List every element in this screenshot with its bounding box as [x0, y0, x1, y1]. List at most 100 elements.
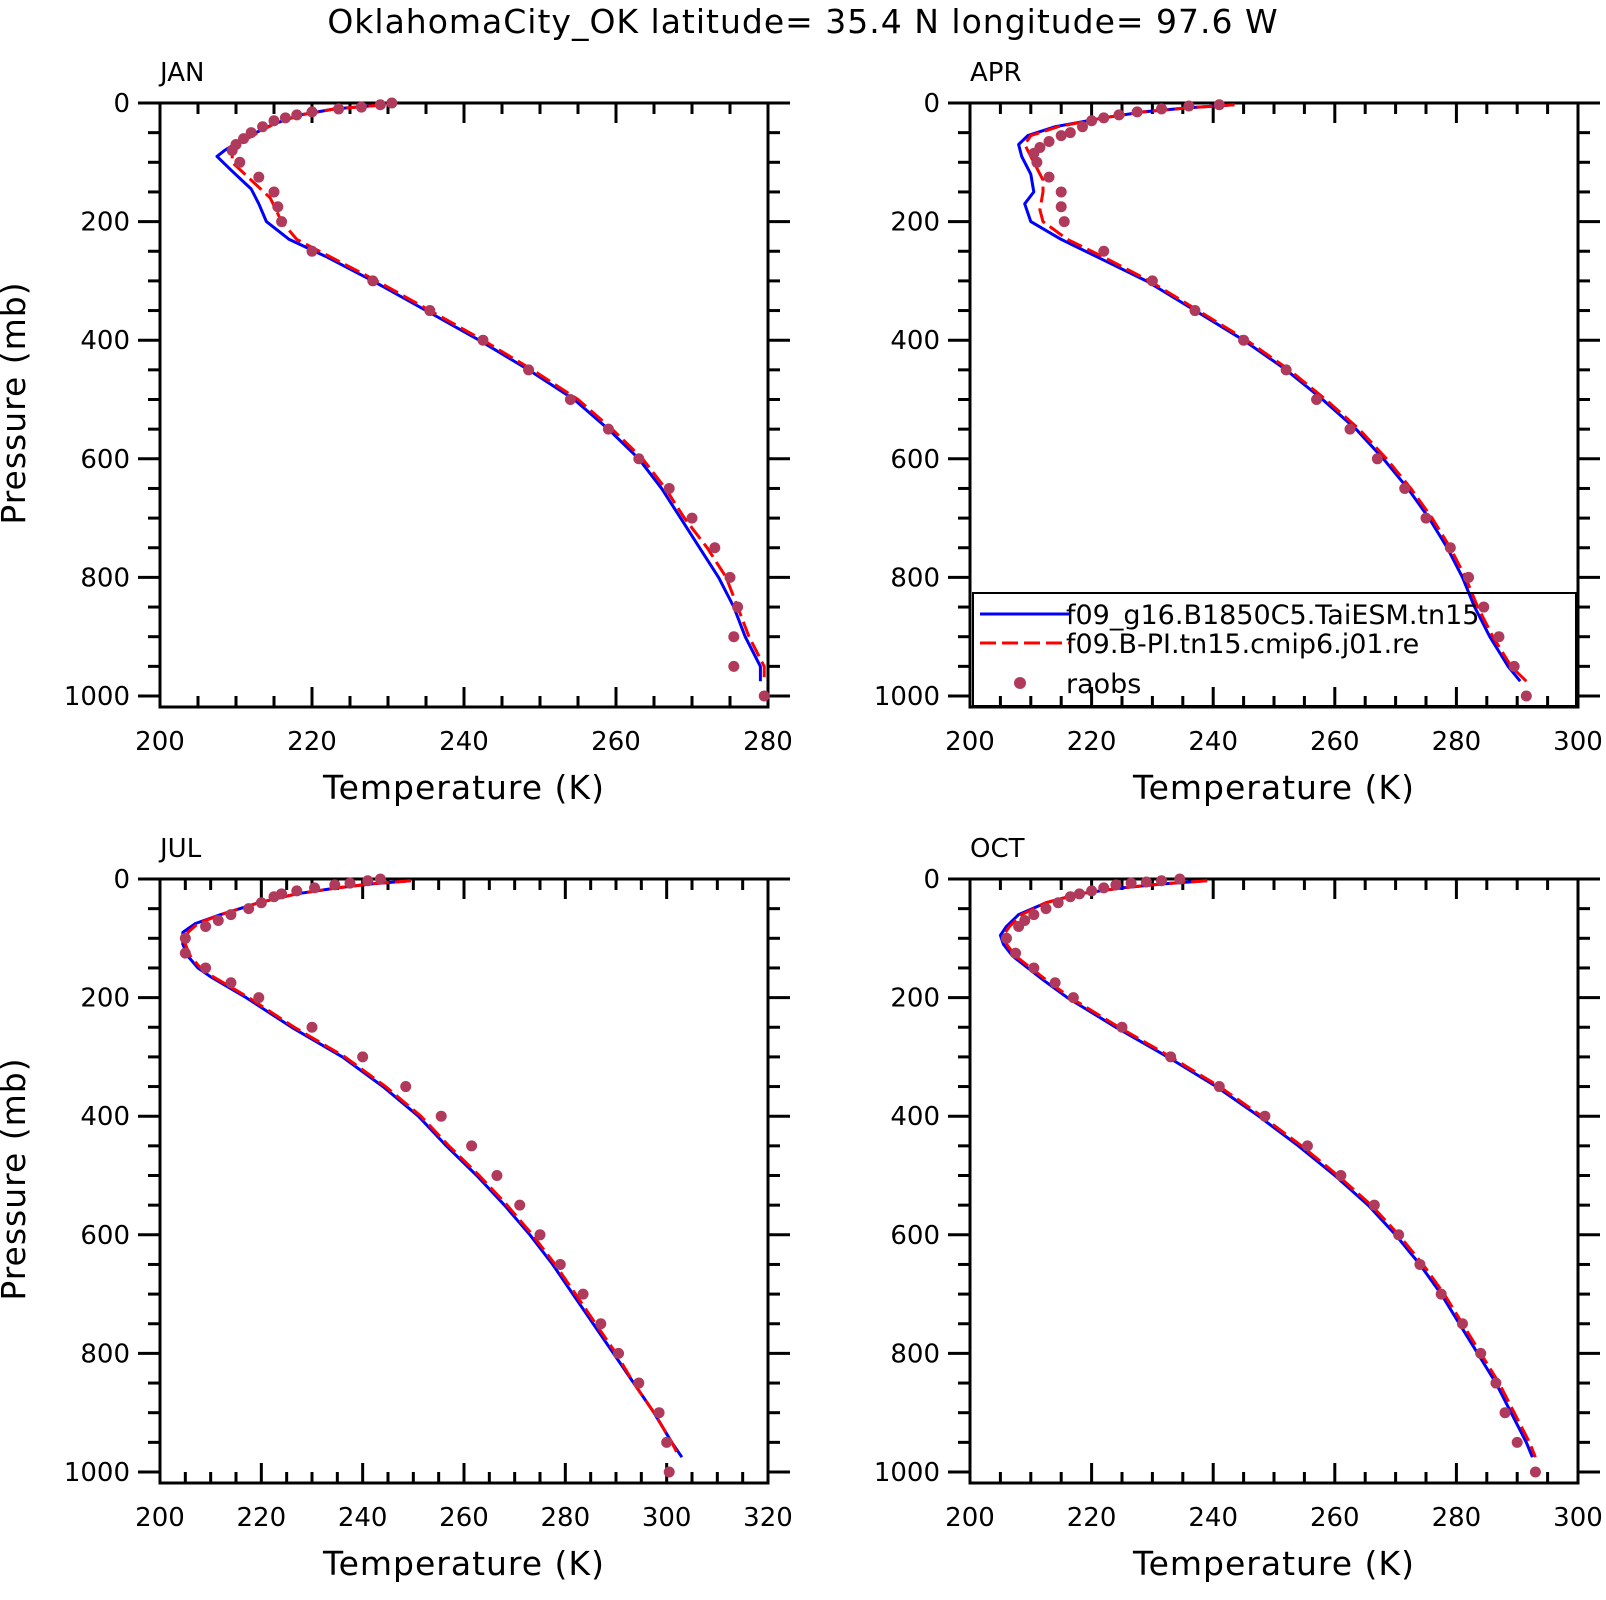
y-tick-label: 200 — [80, 208, 130, 238]
raobs-point — [728, 660, 740, 672]
raobs-point — [1028, 962, 1040, 974]
raobs-point — [1156, 875, 1168, 887]
raobs-point — [200, 920, 212, 932]
y-axis-title: Pressure (mb) — [0, 281, 33, 524]
raobs-point — [234, 156, 246, 168]
raobs-point — [1055, 186, 1067, 198]
raobs-point — [1110, 879, 1122, 891]
x-tick-label: 220 — [1067, 727, 1117, 757]
y-tick-label: 600 — [80, 445, 130, 475]
raobs-point — [374, 99, 386, 111]
raobs-point — [1499, 1407, 1511, 1419]
raobs-point — [491, 1170, 503, 1181]
series-line-cmip6 — [1001, 879, 1537, 1458]
x-axis-title: Temperature (K) — [322, 1544, 605, 1583]
raobs-point — [602, 423, 614, 435]
raobs-point — [1086, 115, 1098, 127]
raobs-point — [1073, 888, 1085, 900]
raobs-point — [1393, 1229, 1405, 1241]
y-axis-title: Pressure (mb) — [0, 1057, 33, 1300]
raobs-point — [1371, 453, 1383, 465]
raobs-point — [534, 1229, 546, 1241]
y-tick-label: 1000 — [64, 1458, 130, 1488]
raobs-point — [686, 512, 698, 524]
x-axis-title: Temperature (K) — [1132, 768, 1415, 807]
y-tick-label: 1000 — [874, 682, 940, 712]
raobs-point — [1043, 136, 1055, 148]
series-raobs — [179, 873, 675, 1478]
raobs-point — [255, 897, 267, 909]
raobs-point — [1444, 542, 1456, 554]
raobs-point — [400, 1081, 412, 1093]
raobs-point — [225, 977, 237, 989]
plot-frame — [158, 101, 770, 709]
raobs-point — [1475, 1347, 1487, 1359]
raobs-point — [758, 690, 770, 702]
x-tick-label: 280 — [1432, 1503, 1482, 1533]
raobs-point — [1301, 1140, 1313, 1152]
raobs-point — [1064, 127, 1076, 139]
raobs-point — [291, 885, 303, 897]
series-line-taiesm — [1017, 103, 1522, 683]
x-tick-label: 280 — [541, 1503, 591, 1533]
raobs-point — [661, 1436, 673, 1448]
x-axis-title: Temperature (K) — [322, 768, 605, 807]
raobs-point — [272, 201, 284, 213]
x-tick-label: 240 — [439, 727, 489, 757]
raobs-point — [633, 453, 645, 465]
raobs-point — [1010, 947, 1022, 959]
y-tick-label: 800 — [890, 1339, 940, 1369]
raobs-point — [1420, 512, 1432, 524]
x-tick-label: 220 — [237, 1503, 287, 1533]
raobs-point — [1490, 1377, 1502, 1389]
raobs-point — [333, 103, 345, 115]
raobs-point — [663, 1466, 675, 1478]
raobs-point — [732, 601, 744, 613]
y-tick-label: 400 — [80, 326, 130, 356]
y-tick-label: 200 — [890, 208, 940, 238]
raobs-point — [1508, 660, 1520, 672]
raobs-point — [245, 127, 257, 139]
raobs-point — [1116, 1021, 1128, 1033]
raobs-point — [1076, 121, 1088, 133]
raobs-point — [633, 1377, 645, 1389]
raobs-point — [1156, 103, 1168, 115]
raobs-point — [1067, 992, 1079, 1004]
x-tick-label: 240 — [1188, 727, 1238, 757]
raobs-point — [1049, 977, 1061, 989]
raobs-point — [291, 109, 303, 121]
legend-label: f09_g16.B1850C5.TaiESM.tn15 — [1066, 600, 1480, 631]
raobs-point — [1040, 903, 1052, 915]
series-raobs — [1000, 873, 1541, 1478]
raobs-point — [724, 571, 736, 583]
raobs-point — [1399, 482, 1411, 494]
raobs-point — [663, 482, 675, 494]
x-tick-label: 200 — [135, 1503, 185, 1533]
y-tick-label: 0 — [113, 865, 130, 895]
x-tick-label: 240 — [338, 1503, 388, 1533]
series-line-taiesm — [181, 879, 684, 1459]
raobs-point — [1529, 1466, 1541, 1478]
raobs-point — [1311, 394, 1323, 405]
raobs-point — [276, 216, 288, 228]
y-tick-label: 1000 — [64, 682, 130, 712]
y-tick-label: 800 — [80, 1339, 130, 1369]
raobs-point — [523, 364, 535, 376]
raobs-point — [238, 133, 250, 145]
x-tick-label: 260 — [439, 1503, 489, 1533]
raobs-point — [1213, 1081, 1225, 1093]
raobs-point — [1165, 1051, 1177, 1063]
raobs-point — [268, 891, 280, 903]
plot-frame — [968, 877, 1580, 1485]
series-line-cmip6 — [1023, 103, 1528, 683]
raobs-point — [613, 1347, 625, 1359]
raobs-point — [728, 631, 740, 643]
raobs-point — [200, 962, 212, 974]
y-tick-label: 600 — [890, 445, 940, 475]
raobs-point — [466, 1140, 478, 1152]
raobs-point — [386, 97, 398, 109]
raobs-point — [1098, 245, 1110, 257]
raobs-point — [1520, 690, 1532, 702]
